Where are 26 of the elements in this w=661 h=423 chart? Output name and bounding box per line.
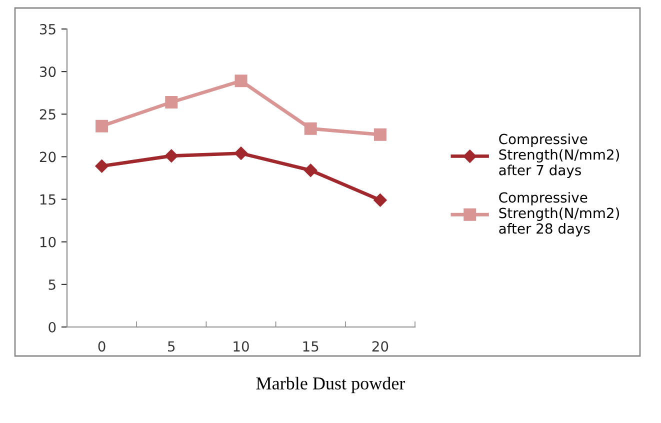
legend-label: Compressive Strength(N/mm2) after 28 days [499,192,620,236]
y-tick-label: 5 [48,280,56,290]
y-tick-label: 15 [40,194,56,205]
y-tick-label: 35 [40,24,56,34]
x-tick-label: 10 [234,341,249,352]
y-tick-label: 0 [48,322,56,332]
y-tick-label: 10 [40,236,56,248]
x-axis-title: Marble Dust powder [256,376,406,394]
point [374,128,386,141]
point [164,149,178,162]
point [304,164,318,177]
legend-label: Compressive Strength(N/mm2) after 7 days [499,134,620,178]
x-tick-label: 15 [303,341,318,352]
x-tick-label: 0 [98,341,106,352]
point [304,122,317,135]
point [95,159,108,173]
point [374,194,387,207]
point [96,120,108,132]
y-tick-label: 20 [40,152,56,162]
point [165,96,178,108]
point [234,146,248,160]
x-tick-label: 20 [372,341,388,352]
y-tick-label: 30 [40,66,56,78]
y-tick-label: 25 [40,109,56,120]
point [234,74,248,88]
x-tick-label: 5 [168,341,175,352]
